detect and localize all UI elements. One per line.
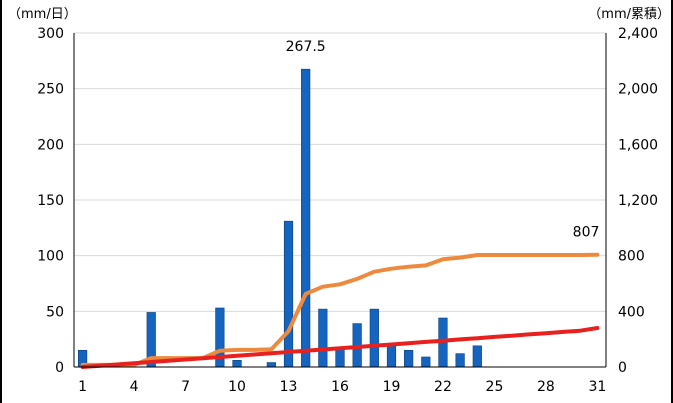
- left-frame-edge: [0, 0, 2, 403]
- rain-bar: [232, 360, 242, 368]
- rain-bar: [318, 308, 328, 368]
- tick-labels: 0 50 100 150 200 250 300 0 400 800 1,200 1,600 2,000…: [37, 26, 658, 395]
- rain-bar: [266, 362, 276, 368]
- x-tick-label: 10: [228, 379, 246, 395]
- rain-bar: [472, 345, 482, 368]
- rain-bar: [455, 353, 465, 368]
- left-tick-label: 50: [46, 304, 64, 320]
- rain-bar: [421, 356, 431, 368]
- right-frame-edge: [671, 0, 673, 403]
- x-tick-label: 7: [181, 379, 190, 395]
- rain-bar: [335, 347, 345, 368]
- left-axis-unit-label: （mm/日）: [8, 7, 77, 22]
- right-tick-label: 1,600: [618, 137, 658, 153]
- right-tick-label: 0: [618, 360, 627, 376]
- rain-bar: [386, 343, 397, 368]
- data-labels: 267.5 807: [286, 39, 600, 241]
- right-tick-label: 1,200: [618, 193, 658, 209]
- rain-bar: [283, 220, 294, 368]
- data-label: 267.5: [286, 39, 326, 55]
- x-tick-label: 25: [486, 379, 504, 395]
- left-tick-label: 100: [37, 249, 64, 265]
- rain-bar: [301, 68, 311, 368]
- normal-cumulative-line: [80, 326, 600, 369]
- x-tick-label: 4: [130, 379, 139, 395]
- right-axis-unit-label: （mm/累積）: [588, 7, 670, 22]
- x-tick-label: 31: [589, 379, 607, 395]
- x-tick-label: 16: [331, 379, 349, 395]
- x-tick-label: 19: [383, 379, 401, 395]
- data-label: 807: [573, 225, 600, 241]
- cumulative-rain-line: [80, 252, 600, 367]
- left-tick-label: 300: [37, 26, 64, 42]
- left-tick-label: 250: [37, 82, 64, 98]
- right-tick-label: 800: [618, 249, 645, 265]
- x-tick-label: 1: [78, 379, 87, 395]
- right-tick-label: 400: [618, 304, 645, 320]
- axes: [73, 33, 607, 368]
- cumulative-lines: [80, 252, 600, 369]
- x-tick-label: 22: [434, 379, 452, 395]
- left-tick-label: 150: [37, 193, 64, 209]
- rain-bar: [369, 308, 379, 368]
- left-tick-label: 0: [55, 360, 64, 376]
- right-tick-label: 2,000: [618, 82, 658, 98]
- right-tick-label: 2,400: [618, 26, 658, 42]
- x-tick-label: 13: [280, 379, 298, 395]
- left-tick-label: 200: [37, 137, 64, 153]
- rain-bar: [404, 349, 414, 368]
- x-tick-label: 28: [537, 379, 555, 395]
